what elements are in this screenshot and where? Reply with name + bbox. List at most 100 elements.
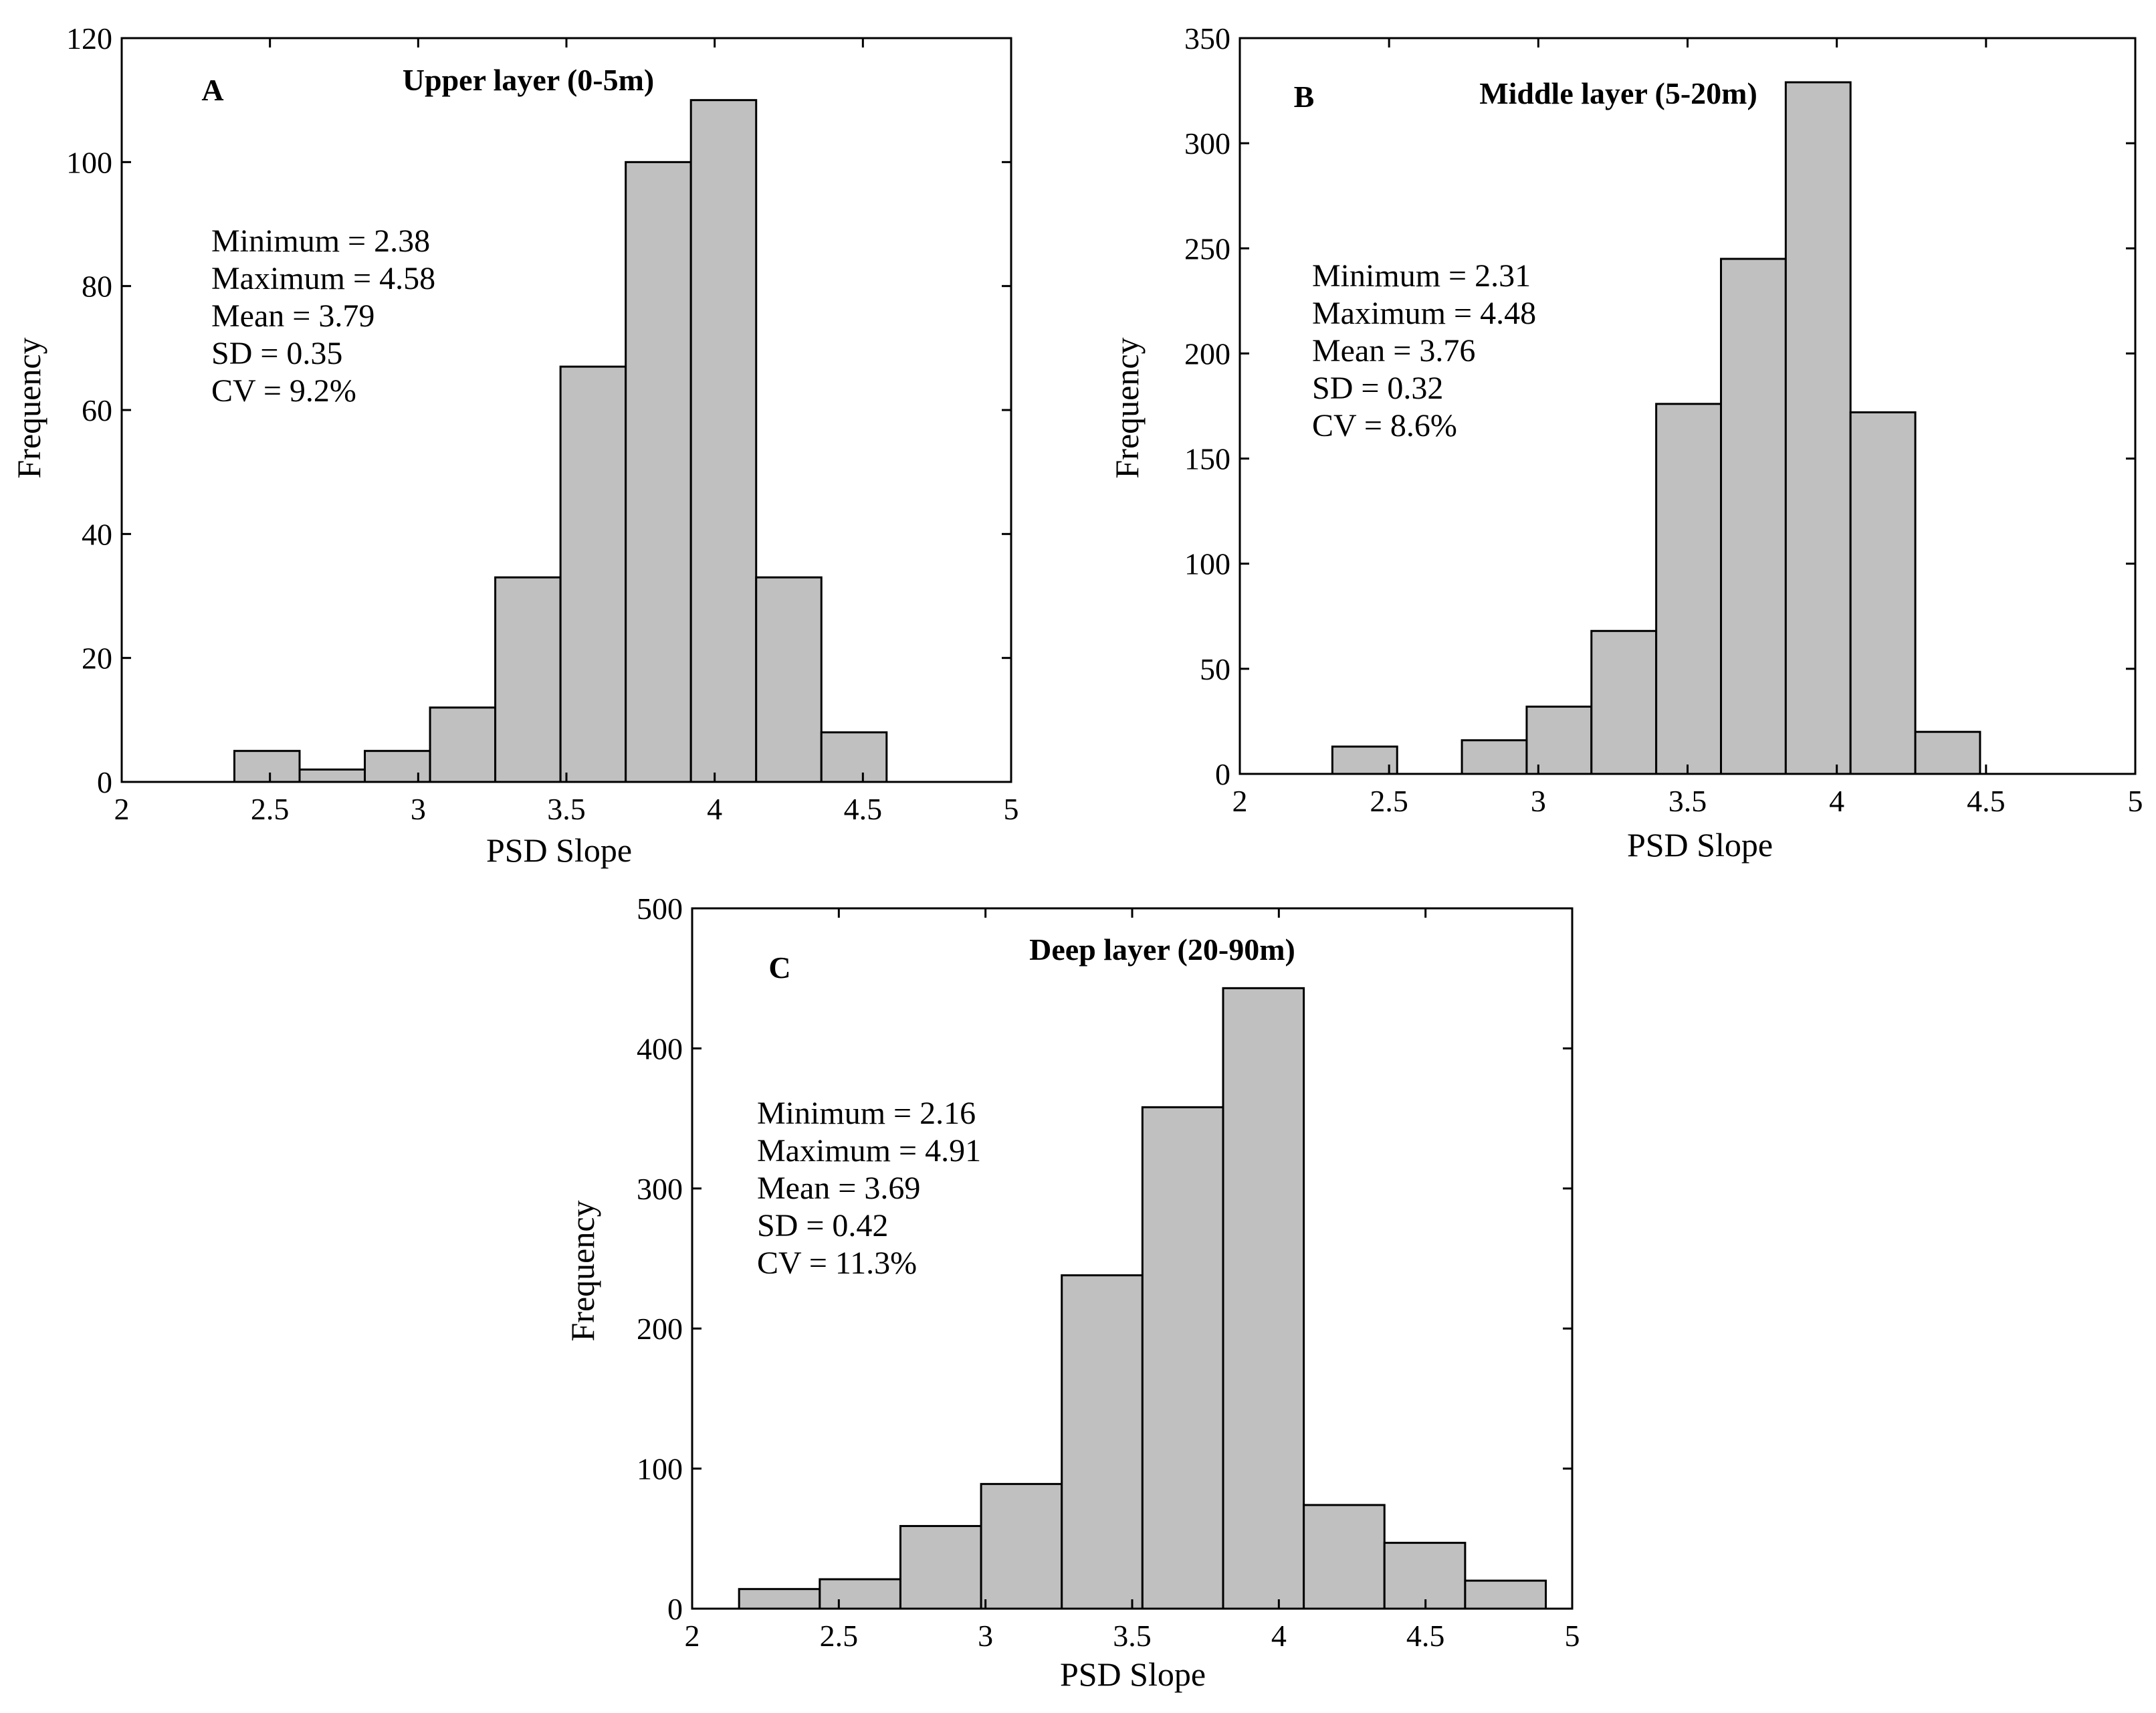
x-tick-label: 2: [1232, 784, 1248, 818]
y-tick-label: 150: [1184, 442, 1230, 476]
histogram-bar: [364, 750, 431, 783]
x-tick-label: 3.5: [547, 792, 586, 826]
y-tick-label: 60: [82, 393, 112, 427]
histogram-bar: [1719, 258, 1787, 775]
x-tick-label: 4.5: [844, 792, 883, 826]
y-axis-label: Frequency: [564, 1200, 601, 1341]
histogram-bar: [1784, 81, 1852, 775]
x-tick-label: 4: [1829, 784, 1844, 818]
histogram-panel-a: 2 2.5 3 3.5 4 4.5 5 0 20 40 60 80 100 120 PSD Slope Fre…: [10, 21, 1019, 869]
stat-line: CV = 11.3%: [757, 1245, 917, 1281]
x-tick-label: 4.5: [1967, 784, 2006, 818]
x-tick-label: 3: [1531, 784, 1546, 818]
y-tick-label: 350: [1184, 21, 1230, 56]
histogram-bar: [1222, 987, 1305, 1610]
x-tick-label: 3: [411, 792, 426, 826]
x-tick-label: 4: [707, 792, 722, 826]
x-tick-label: 2: [685, 1619, 700, 1653]
histogram-bar: [625, 161, 692, 783]
histogram-bar: [1914, 730, 1981, 775]
stat-line: Minimum = 2.16: [757, 1096, 976, 1131]
x-axis-label: PSD Slope: [486, 831, 632, 869]
histogram-bar: [899, 1524, 982, 1610]
x-tick-label: 3: [978, 1619, 993, 1653]
stat-line: Maximum = 4.91: [757, 1133, 981, 1169]
stat-line: Maximum = 4.48: [1312, 296, 1536, 331]
histogram-bar: [755, 576, 823, 783]
y-tick-label: 100: [66, 145, 112, 179]
x-tick-label: 5: [1004, 792, 1019, 826]
histogram-bar: [559, 365, 627, 783]
y-tick-label: 50: [1200, 652, 1230, 686]
stat-line: Minimum = 2.38: [211, 223, 430, 259]
x-tick-label: 5: [2128, 784, 2143, 818]
stat-line: Mean = 3.79: [211, 298, 374, 334]
x-tick-label: 4.5: [1406, 1619, 1445, 1653]
y-tick-label: 200: [1184, 336, 1230, 371]
x-axis-label: PSD Slope: [1060, 1655, 1206, 1693]
y-tick-label: 40: [82, 517, 112, 551]
histogram-panel-c: 2 2.5 3 3.5 4 4.5 5 0 100 200 300 400 500 PSD Slope Fr…: [564, 892, 1580, 1693]
stat-line: SD = 0.42: [757, 1208, 888, 1243]
x-tick-label: 4: [1271, 1619, 1287, 1653]
histogram-bar: [1590, 629, 1658, 775]
stat-line: CV = 9.2%: [211, 373, 356, 409]
x-tick-label: 2.5: [1370, 784, 1408, 818]
histogram-bar: [1655, 403, 1722, 775]
x-tick-label: 3.5: [1668, 784, 1707, 818]
y-tick-label: 500: [637, 892, 683, 926]
histogram-bar: [1303, 1504, 1386, 1610]
panel-title: Deep layer (20-90m): [1029, 932, 1295, 967]
y-axis-label: Frequency: [1108, 337, 1146, 478]
histogram-bar: [820, 731, 888, 783]
x-tick-label: 2.5: [251, 792, 290, 826]
x-tick-label: 3.5: [1113, 1619, 1152, 1653]
panel-letter: A: [201, 73, 223, 107]
y-tick-label: 300: [637, 1172, 683, 1206]
stat-line: Mean = 3.76: [1312, 333, 1475, 369]
y-axis-label: Frequency: [10, 337, 47, 478]
y-tick-label: 0: [1215, 757, 1230, 791]
y-tick-label: 100: [1184, 547, 1230, 581]
y-tick-label: 20: [82, 641, 112, 676]
panel-letter: B: [1294, 80, 1315, 114]
x-tick-label: 5: [1565, 1619, 1580, 1653]
histogram-bar: [1061, 1274, 1144, 1610]
stat-line: Minimum = 2.31: [1312, 258, 1531, 294]
histogram-bar: [1525, 705, 1593, 775]
histogram-bar: [1461, 739, 1528, 775]
histogram-bar: [819, 1578, 901, 1610]
y-tick-label: 300: [1184, 126, 1230, 161]
stat-line: SD = 0.32: [1312, 371, 1443, 406]
stat-line: Maximum = 4.58: [211, 261, 435, 296]
histogram-bar: [738, 1588, 821, 1610]
y-tick-label: 400: [637, 1031, 683, 1066]
x-axis-label: PSD Slope: [1627, 826, 1773, 864]
histogram-bar: [1849, 411, 1917, 775]
stat-line: CV = 8.6%: [1312, 408, 1457, 443]
panel-title: Middle layer (5-20m): [1479, 76, 1757, 110]
histogram-bar: [494, 576, 562, 783]
y-tick-label: 0: [667, 1592, 683, 1626]
y-tick-label: 80: [82, 270, 112, 304]
y-tick-label: 100: [637, 1452, 683, 1486]
x-tick-label: 2.5: [820, 1619, 859, 1653]
histogram-bar: [980, 1483, 1063, 1610]
panel-title: Upper layer (0-5m): [403, 63, 654, 97]
histogram-bar: [1331, 745, 1398, 775]
histogram-bar: [233, 750, 301, 783]
y-tick-label: 250: [1184, 231, 1230, 266]
y-tick-label: 200: [637, 1312, 683, 1346]
stat-line: SD = 0.35: [211, 336, 342, 371]
histogram-bar: [1383, 1542, 1467, 1610]
stat-line: Mean = 3.69: [757, 1171, 920, 1206]
histogram-bar: [298, 768, 366, 783]
histogram-bar: [1464, 1579, 1547, 1610]
y-tick-label: 0: [97, 765, 112, 799]
panel-letter: C: [768, 950, 790, 985]
x-tick-label: 2: [114, 792, 130, 826]
histogram-bar: [689, 99, 758, 783]
y-tick-label: 120: [66, 21, 112, 56]
